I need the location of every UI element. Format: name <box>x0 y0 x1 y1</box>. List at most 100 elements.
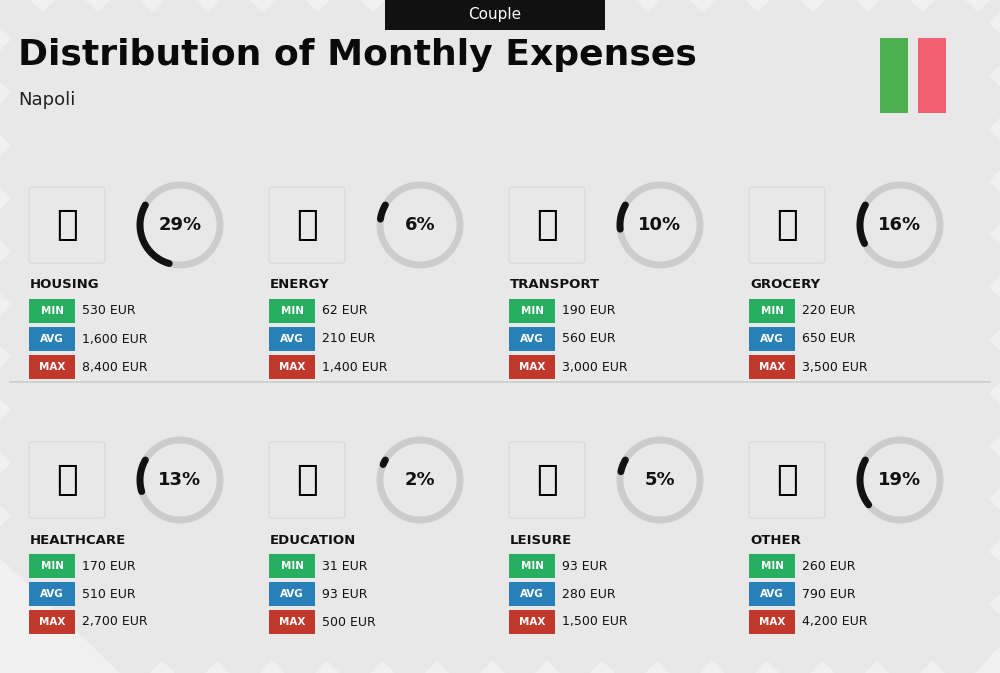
Text: 530 EUR: 530 EUR <box>82 304 136 318</box>
FancyBboxPatch shape <box>29 554 75 578</box>
FancyBboxPatch shape <box>749 610 795 634</box>
Text: GROCERY: GROCERY <box>750 279 820 291</box>
FancyBboxPatch shape <box>29 327 75 351</box>
Text: LEISURE: LEISURE <box>510 534 572 546</box>
Text: 190 EUR: 190 EUR <box>562 304 616 318</box>
Text: AVG: AVG <box>40 589 64 599</box>
Text: 8,400 EUR: 8,400 EUR <box>82 361 148 374</box>
FancyBboxPatch shape <box>29 582 75 606</box>
Text: 🔌: 🔌 <box>296 208 318 242</box>
FancyBboxPatch shape <box>749 582 795 606</box>
Text: 🚌: 🚌 <box>536 208 558 242</box>
Text: Napoli: Napoli <box>18 91 75 109</box>
Text: 1,400 EUR: 1,400 EUR <box>322 361 388 374</box>
Text: 260 EUR: 260 EUR <box>802 559 856 573</box>
FancyBboxPatch shape <box>749 554 795 578</box>
Text: 5%: 5% <box>645 471 675 489</box>
Text: 93 EUR: 93 EUR <box>562 559 608 573</box>
FancyBboxPatch shape <box>509 187 585 263</box>
Text: Couple: Couple <box>468 7 522 22</box>
FancyBboxPatch shape <box>29 299 75 323</box>
FancyBboxPatch shape <box>749 299 795 323</box>
Text: Distribution of Monthly Expenses: Distribution of Monthly Expenses <box>18 38 697 72</box>
FancyBboxPatch shape <box>749 442 825 518</box>
Text: 510 EUR: 510 EUR <box>82 588 136 600</box>
FancyBboxPatch shape <box>749 187 825 263</box>
Text: AVG: AVG <box>760 334 784 344</box>
Text: 650 EUR: 650 EUR <box>802 332 856 345</box>
FancyBboxPatch shape <box>29 610 75 634</box>
FancyBboxPatch shape <box>509 554 555 578</box>
Text: 2%: 2% <box>405 471 435 489</box>
FancyBboxPatch shape <box>509 299 555 323</box>
Text: AVG: AVG <box>760 589 784 599</box>
FancyBboxPatch shape <box>269 610 315 634</box>
FancyBboxPatch shape <box>749 355 795 379</box>
Text: 🛒: 🛒 <box>776 208 798 242</box>
Text: 🏢: 🏢 <box>56 208 78 242</box>
Text: 170 EUR: 170 EUR <box>82 559 136 573</box>
Text: MIN: MIN <box>40 561 64 571</box>
Text: MIN: MIN <box>520 306 544 316</box>
Text: 4,200 EUR: 4,200 EUR <box>802 616 868 629</box>
Text: ENERGY: ENERGY <box>270 279 330 291</box>
Text: 13%: 13% <box>158 471 202 489</box>
FancyBboxPatch shape <box>269 187 345 263</box>
Text: 2,700 EUR: 2,700 EUR <box>82 616 148 629</box>
Text: MAX: MAX <box>279 617 305 627</box>
Text: 1,600 EUR: 1,600 EUR <box>82 332 148 345</box>
Text: 210 EUR: 210 EUR <box>322 332 376 345</box>
Text: AVG: AVG <box>280 589 304 599</box>
Text: 93 EUR: 93 EUR <box>322 588 368 600</box>
Text: 790 EUR: 790 EUR <box>802 588 856 600</box>
Text: 62 EUR: 62 EUR <box>322 304 368 318</box>
Text: 560 EUR: 560 EUR <box>562 332 616 345</box>
FancyBboxPatch shape <box>29 355 75 379</box>
FancyBboxPatch shape <box>509 610 555 634</box>
Text: AVG: AVG <box>40 334 64 344</box>
FancyBboxPatch shape <box>918 38 946 113</box>
Text: MAX: MAX <box>759 362 785 372</box>
Text: MIN: MIN <box>40 306 64 316</box>
FancyBboxPatch shape <box>29 187 105 263</box>
Text: MAX: MAX <box>39 362 65 372</box>
Text: 19%: 19% <box>878 471 922 489</box>
Text: AVG: AVG <box>520 334 544 344</box>
Text: 6%: 6% <box>405 216 435 234</box>
FancyBboxPatch shape <box>509 582 555 606</box>
Text: TRANSPORT: TRANSPORT <box>510 279 600 291</box>
FancyBboxPatch shape <box>509 442 585 518</box>
Text: MAX: MAX <box>519 362 545 372</box>
Text: EDUCATION: EDUCATION <box>270 534 356 546</box>
Text: MIN: MIN <box>280 561 304 571</box>
FancyBboxPatch shape <box>269 299 315 323</box>
Text: 3,500 EUR: 3,500 EUR <box>802 361 868 374</box>
Text: 🎓: 🎓 <box>296 463 318 497</box>
Text: MIN: MIN <box>761 306 784 316</box>
FancyBboxPatch shape <box>269 327 315 351</box>
Text: 29%: 29% <box>158 216 202 234</box>
FancyBboxPatch shape <box>749 327 795 351</box>
Text: HOUSING: HOUSING <box>30 279 100 291</box>
FancyBboxPatch shape <box>29 442 105 518</box>
Text: MAX: MAX <box>39 617 65 627</box>
FancyBboxPatch shape <box>509 355 555 379</box>
Text: MIN: MIN <box>280 306 304 316</box>
Text: 280 EUR: 280 EUR <box>562 588 616 600</box>
Text: AVG: AVG <box>520 589 544 599</box>
Text: OTHER: OTHER <box>750 534 801 546</box>
Text: AVG: AVG <box>280 334 304 344</box>
FancyBboxPatch shape <box>269 554 315 578</box>
Text: MAX: MAX <box>759 617 785 627</box>
Text: MAX: MAX <box>519 617 545 627</box>
Text: 🛍: 🛍 <box>536 463 558 497</box>
FancyBboxPatch shape <box>385 0 605 30</box>
Text: 💗: 💗 <box>56 463 78 497</box>
Text: MIN: MIN <box>761 561 784 571</box>
Text: HEALTHCARE: HEALTHCARE <box>30 534 126 546</box>
Text: 3,000 EUR: 3,000 EUR <box>562 361 628 374</box>
Text: MIN: MIN <box>520 561 544 571</box>
FancyBboxPatch shape <box>509 327 555 351</box>
Text: 220 EUR: 220 EUR <box>802 304 856 318</box>
Text: 10%: 10% <box>638 216 682 234</box>
